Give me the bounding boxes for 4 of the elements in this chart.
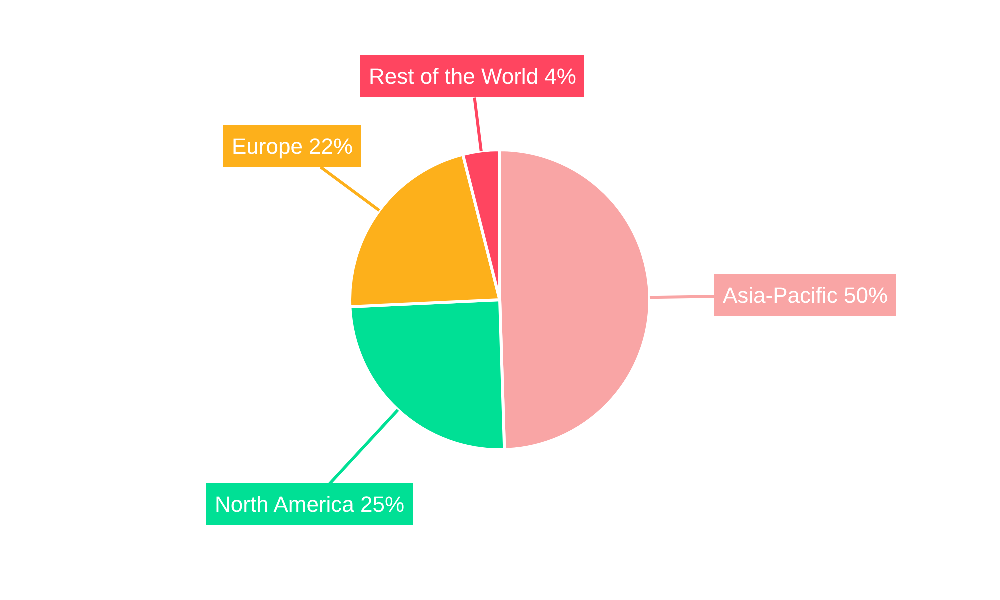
slice-label: Rest of the World 4% (369, 64, 576, 89)
slice-label: North America 25% (215, 492, 405, 517)
slice-label: Europe 22% (232, 134, 354, 159)
slice-label: Asia-Pacific 50% (723, 283, 888, 308)
